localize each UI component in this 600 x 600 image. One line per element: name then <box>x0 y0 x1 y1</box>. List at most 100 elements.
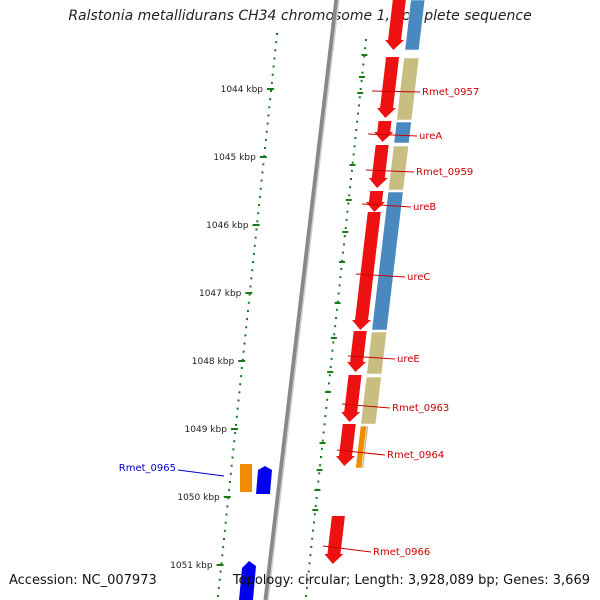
right-gc-dot <box>354 137 357 140</box>
cog-box <box>393 121 412 144</box>
right-gc-dot <box>357 112 360 115</box>
left-gc-dot <box>230 464 233 467</box>
left-gc-dot <box>258 204 261 207</box>
right-gc-dot <box>344 227 347 230</box>
gc-dash <box>327 371 334 373</box>
gc-dash <box>330 337 337 339</box>
tick-mark <box>216 564 224 566</box>
forward-cds-arrow <box>365 191 385 212</box>
left-gc-dot <box>220 562 223 565</box>
right-gc-dot <box>348 194 351 197</box>
forward-cds-arrow <box>324 516 345 564</box>
left-gc-dot <box>249 285 252 288</box>
right-gc-dot <box>333 333 336 336</box>
right-gc-dot <box>311 537 314 540</box>
forward-cds-arrow <box>335 424 356 466</box>
gc-dash <box>316 469 323 471</box>
left-gc-dot <box>264 147 267 150</box>
right-gc-dot <box>338 284 341 287</box>
left-gc-dot <box>247 301 250 304</box>
right-gc-dot <box>357 104 360 107</box>
right-gc-dot <box>349 186 352 189</box>
left-gc-dot <box>274 49 277 52</box>
right-gc-dot <box>317 480 320 483</box>
gc-dash <box>361 54 368 56</box>
left-gc-dot <box>234 423 237 426</box>
left-gc-dot <box>222 537 225 540</box>
gc-dash <box>342 231 349 233</box>
left-gc-dot <box>260 179 263 182</box>
tick-mark <box>267 88 274 90</box>
cog-box <box>396 57 420 121</box>
right-gc-dot <box>309 554 312 557</box>
forward-cds-arrow <box>385 0 406 50</box>
left-gc-dot <box>242 350 245 353</box>
left-gc-dot <box>234 432 237 435</box>
accession-text: Accession: NC_007973 <box>9 573 157 588</box>
left-gc-dot <box>266 122 269 125</box>
right-gc-dot <box>325 406 328 409</box>
right-gc-dot <box>305 586 308 589</box>
gene-label-urec: ureC <box>407 272 430 283</box>
forward-cds-arrow <box>377 57 400 118</box>
left-gc-dot <box>241 358 244 361</box>
gc-dash <box>334 302 341 304</box>
right-gc-dot <box>337 292 340 295</box>
left-gc-dot <box>261 171 264 174</box>
label-leader-line <box>177 469 225 477</box>
right-gc-dot <box>306 578 309 581</box>
label-leader-line <box>347 355 396 360</box>
right-gc-dot <box>312 529 315 532</box>
gc-dash <box>357 92 364 94</box>
right-gc-dot <box>351 161 354 164</box>
cog-box <box>404 0 426 51</box>
right-gc-dot <box>332 341 335 344</box>
gene-labels: Rmet_0957 ureA Rmet_0959 ureB ureC ureE Rmet_0… <box>119 87 479 558</box>
left-gc-dot <box>272 65 275 68</box>
right-gc-dot <box>314 505 317 508</box>
label-leader-line <box>341 403 391 409</box>
backbone-highlight <box>267 0 340 600</box>
right-gc-dot <box>347 202 350 205</box>
left-gc-dot <box>238 391 241 394</box>
right-gc-dot <box>318 472 321 475</box>
left-gc-dot <box>268 106 271 109</box>
left-gc-dot <box>237 399 240 402</box>
tick-mark <box>230 428 238 430</box>
gene-label-ureb: ureB <box>413 202 436 213</box>
left-gc-dot <box>226 505 229 508</box>
left-gc-dot <box>255 228 258 231</box>
left-gc-dot <box>248 293 251 296</box>
gene-label-rmet_0963: Rmet_0963 <box>392 403 449 414</box>
label-leader-line <box>367 133 418 137</box>
right-gc-dot <box>335 317 337 319</box>
left-gc-dot <box>258 195 261 198</box>
left-gc-dot <box>227 497 230 500</box>
tick-label: 1044 kbp <box>221 85 264 95</box>
right-gc-dot <box>355 128 358 131</box>
right-gc-dot <box>323 423 326 426</box>
left-gc-dot <box>217 586 220 589</box>
forward-cds-arrow <box>368 145 389 188</box>
right-gc-dot <box>336 300 339 303</box>
left-gc-dot <box>257 212 260 215</box>
tick-marks: 1044 kbp 1045 kbp 1046 kbp 1047 kbp 1048 kbp… <box>170 85 274 571</box>
label-leader-line <box>365 169 415 173</box>
right-gc-dot <box>305 595 307 597</box>
right-gc-dot <box>356 120 359 123</box>
gc-dash <box>349 164 356 166</box>
right-gc-dot <box>365 39 367 41</box>
right-gc-dot <box>322 431 325 434</box>
tick-mark <box>252 224 260 226</box>
left-gc-dot <box>225 513 228 516</box>
left-gc-dot <box>270 81 273 84</box>
left-gc-dot <box>271 73 274 76</box>
right-gc-dot <box>352 153 355 156</box>
tick-mark <box>245 292 253 294</box>
left-gc-dot <box>218 578 221 581</box>
right-gc-dot <box>359 88 362 91</box>
gc-dash <box>345 199 352 201</box>
left-gc-dot <box>252 261 255 264</box>
gene-label-rmet_0964: Rmet_0964 <box>387 450 444 461</box>
gc-dash <box>312 509 319 511</box>
